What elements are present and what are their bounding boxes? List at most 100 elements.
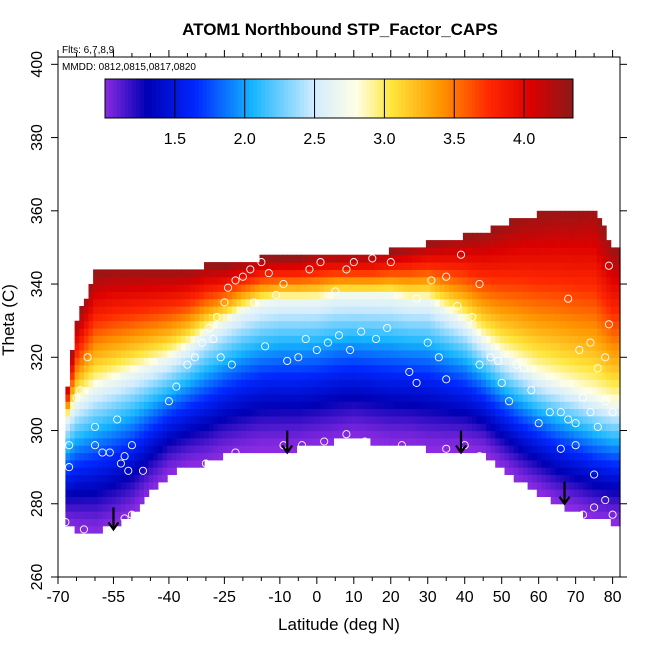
heatmap-cell [296, 291, 302, 300]
heatmap-cell [264, 313, 270, 322]
heatmap-cell [430, 415, 436, 424]
heatmap-cell [328, 357, 334, 366]
heatmap-cell [573, 284, 579, 292]
heatmap-cell [185, 437, 191, 446]
heatmap-cell [379, 379, 385, 388]
heatmap-cell [407, 247, 413, 256]
sample-point [272, 290, 281, 300]
heatmap-cell [83, 357, 90, 366]
heatmap-cell [204, 298, 210, 307]
heatmap-cell [578, 430, 584, 439]
heatmap-cell [70, 511, 76, 519]
heatmap-cell [449, 320, 455, 329]
heatmap-cell [268, 401, 274, 410]
heatmap-cell [107, 357, 113, 366]
heatmap-cell [430, 430, 436, 439]
heatmap-cell [527, 276, 533, 285]
heatmap-cell [467, 371, 473, 380]
heatmap-cell [384, 269, 390, 278]
heatmap-cell [462, 247, 469, 256]
colorbar-segment [467, 79, 473, 118]
heatmap-cell [425, 350, 432, 358]
heatmap-cell [546, 386, 552, 395]
heatmap-cell [148, 328, 154, 336]
heatmap-cell [250, 262, 256, 270]
heatmap-cell [546, 335, 552, 344]
colorbar-tick-label: 1.5 [164, 131, 186, 148]
heatmap-cell [504, 306, 510, 314]
heatmap-cell [513, 437, 519, 446]
heatmap-cell [208, 306, 214, 314]
heatmap-cell [486, 437, 492, 446]
heatmap-cell [481, 254, 487, 263]
heatmap-cell [573, 496, 579, 505]
heatmap-cell [509, 393, 515, 402]
heatmap-cell [518, 452, 524, 461]
heatmap-cell [310, 320, 316, 329]
heatmap-cell [592, 247, 598, 256]
heatmap-cell [546, 320, 552, 329]
heatmap-cell [231, 320, 237, 329]
heatmap-cell [573, 401, 579, 410]
heatmap-cell [273, 364, 279, 373]
colorbar-segment [268, 79, 274, 118]
heatmap-cell [555, 357, 561, 366]
colorbar-segment [171, 79, 176, 118]
heatmap-cell [74, 342, 80, 351]
heatmap-cell [536, 430, 542, 439]
heatmap-cell [555, 225, 561, 234]
heatmap-cell [167, 437, 173, 446]
heatmap-cell [384, 357, 390, 366]
heatmap-cell [79, 481, 85, 490]
heatmap-cell [606, 445, 612, 454]
heatmap-cell [328, 254, 334, 263]
heatmap-cell [227, 371, 233, 380]
heatmap-cell [130, 269, 136, 278]
heatmap-cell [416, 247, 422, 256]
heatmap-cell [449, 276, 455, 285]
heatmap-cell [301, 298, 307, 307]
heatmap-cell [476, 313, 482, 322]
heatmap-cell [472, 328, 478, 336]
sample-point [305, 265, 314, 274]
heatmap-cell [596, 350, 603, 358]
heatmap-cell [379, 371, 385, 380]
heatmap-cell [167, 291, 173, 300]
heatmap-cell [134, 474, 140, 483]
heatmap-cell [351, 320, 358, 329]
heatmap-cell [513, 335, 519, 344]
heatmap-cell [273, 254, 279, 263]
heatmap-cell [213, 342, 219, 351]
heatmap-cell [610, 276, 616, 285]
heatmap-cell [569, 423, 575, 432]
heatmap-cell [278, 437, 284, 446]
heatmap-cell [254, 401, 261, 410]
y-tick-label: 280 [29, 490, 46, 517]
heatmap-cell [287, 254, 293, 263]
heatmap-cell [116, 452, 122, 461]
heatmap-cell [296, 415, 302, 424]
heatmap-cell [462, 306, 469, 314]
heatmap-cell [319, 291, 325, 300]
heatmap-cell [564, 350, 570, 358]
heatmap-cell [291, 284, 298, 292]
heatmap-cell [190, 313, 196, 322]
heatmap-cell [171, 328, 177, 336]
heatmap-cell [102, 379, 108, 388]
heatmap-cell [569, 276, 575, 285]
heatmap-cell [444, 401, 450, 410]
heatmap-cell [546, 232, 552, 241]
heatmap-cell [370, 430, 376, 439]
heatmap-cell [430, 401, 436, 410]
heatmap-cell [583, 415, 589, 424]
heatmap-cell [264, 415, 270, 424]
heatmap-cell [120, 350, 127, 358]
heatmap-cell [296, 313, 302, 322]
heatmap-cell [610, 423, 616, 432]
heatmap-cell [328, 269, 334, 278]
heatmap-cell [601, 335, 607, 344]
heatmap-cell [291, 408, 298, 417]
heatmap-cell [606, 298, 612, 307]
heatmap-cell [550, 342, 556, 351]
arrow-head [281, 444, 294, 455]
